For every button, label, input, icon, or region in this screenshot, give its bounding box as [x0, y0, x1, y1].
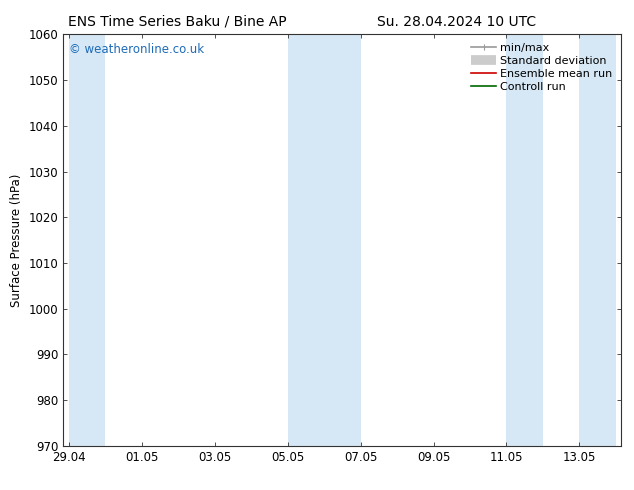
Text: ENS Time Series Baku / Bine AP: ENS Time Series Baku / Bine AP [68, 15, 287, 29]
Y-axis label: Surface Pressure (hPa): Surface Pressure (hPa) [10, 173, 23, 307]
Bar [288, 34, 324, 446]
Text: Su. 28.04.2024 10 UTC: Su. 28.04.2024 10 UTC [377, 15, 536, 29]
Bar [69, 34, 105, 446]
Text: © weatheronline.co.uk: © weatheronline.co.uk [69, 43, 204, 55]
Bar [324, 34, 361, 446]
Bar [507, 34, 543, 446]
Legend: min/max, Standard deviation, Ensemble mean run, Controll run: min/max, Standard deviation, Ensemble me… [468, 40, 616, 95]
Bar [579, 34, 616, 446]
